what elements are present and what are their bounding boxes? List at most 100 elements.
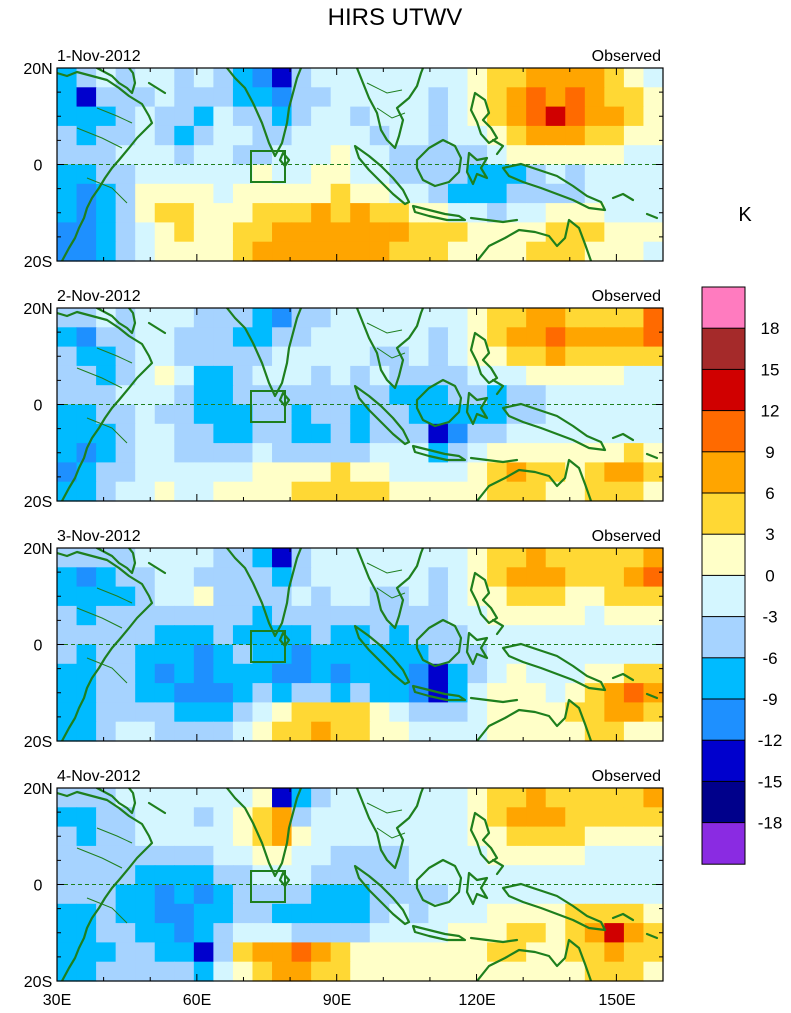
heat-cell xyxy=(428,68,449,88)
heat-cell xyxy=(604,404,625,425)
heat-cell xyxy=(447,567,469,588)
heat-cell xyxy=(193,68,214,88)
heat-cell xyxy=(213,903,234,924)
heat-cell xyxy=(213,865,234,886)
heat-cell xyxy=(604,548,625,568)
heat-cell xyxy=(311,327,332,348)
heat-cell xyxy=(174,203,195,223)
heat-cell xyxy=(643,404,664,425)
y-tick-label: 20S xyxy=(24,734,52,751)
heat-cell xyxy=(369,625,390,646)
heat-cell xyxy=(272,68,293,88)
heat-cell xyxy=(584,183,605,204)
heat-cell xyxy=(154,961,175,982)
heat-cell xyxy=(291,702,312,723)
colorbar-label: -15 xyxy=(758,772,783,791)
heat-cell xyxy=(350,481,371,502)
heat-cell xyxy=(174,923,195,943)
heat-cell xyxy=(311,145,332,166)
heat-cell xyxy=(447,68,469,88)
heat-cell xyxy=(369,125,390,146)
colorbar-swatch xyxy=(701,657,746,700)
heat-cell xyxy=(115,404,136,425)
heat-cell xyxy=(623,788,645,808)
heat-cell xyxy=(604,702,625,723)
heat-cell xyxy=(447,788,469,808)
heat-cell xyxy=(115,145,136,166)
heat-cell xyxy=(76,241,97,262)
heat-cell xyxy=(135,443,156,463)
heat-cell xyxy=(330,145,351,166)
heat-cell xyxy=(311,87,332,108)
heat-cell xyxy=(272,203,293,223)
heat-cell xyxy=(252,644,273,665)
heat-cell xyxy=(135,385,156,406)
heat-cell xyxy=(408,222,430,243)
heat-cell xyxy=(272,164,293,185)
heat-cell xyxy=(330,222,351,243)
heat-cell xyxy=(604,443,625,463)
map-panel: 20N 0 20S 2-Nov-2012 Observed xyxy=(23,288,664,511)
heat-cell xyxy=(76,845,97,866)
heat-cell xyxy=(291,106,312,127)
heat-cell xyxy=(428,961,449,982)
heat-cell xyxy=(604,845,625,866)
heat-cell xyxy=(506,903,527,924)
heat-cell xyxy=(213,222,234,243)
heat-cell xyxy=(369,241,390,262)
heat-cell xyxy=(272,683,293,703)
colorbar-swatch xyxy=(701,574,746,618)
heat-cell xyxy=(213,327,234,348)
heat-cell xyxy=(252,462,273,483)
heat-cell xyxy=(115,125,136,146)
heat-cell xyxy=(135,845,156,866)
heat-cell xyxy=(545,125,566,146)
heat-cell xyxy=(272,942,293,963)
heat-cell xyxy=(389,961,410,982)
heat-cell xyxy=(135,222,156,243)
heat-cell xyxy=(506,845,527,866)
heat-cell xyxy=(174,327,195,348)
heat-cell xyxy=(487,145,508,166)
heat-cell xyxy=(115,203,136,223)
heat-cell xyxy=(291,222,312,243)
heat-cell xyxy=(311,663,332,684)
heat-cell xyxy=(526,365,547,386)
heat-cell xyxy=(604,586,625,607)
heat-cell xyxy=(428,721,449,742)
chart-title: HIRS UTWV xyxy=(328,4,463,31)
heat-cell xyxy=(369,183,390,204)
heat-cell xyxy=(447,346,469,367)
heat-cell xyxy=(487,423,508,444)
heat-cell xyxy=(193,961,214,982)
heat-cell xyxy=(96,222,117,243)
heat-cell xyxy=(193,481,214,502)
heat-cell xyxy=(193,308,214,328)
heat-cell xyxy=(232,605,254,626)
heat-cell xyxy=(115,106,136,127)
heat-cell xyxy=(526,106,547,127)
heat-cell xyxy=(311,68,332,88)
heat-cell xyxy=(604,865,625,886)
heat-cell xyxy=(193,548,214,568)
heat-cell xyxy=(389,721,410,742)
heat-cell xyxy=(545,923,566,943)
heat-cell xyxy=(487,721,508,742)
heat-cell xyxy=(369,365,390,386)
heat-cell xyxy=(252,663,273,684)
y-tick-label: 20S xyxy=(24,254,52,271)
heat-cell xyxy=(623,826,645,847)
heat-cell xyxy=(623,567,645,588)
heat-cell xyxy=(174,702,195,723)
heat-cell xyxy=(643,663,664,684)
heat-cell xyxy=(506,567,527,588)
heat-cell xyxy=(252,625,273,646)
heat-cell xyxy=(643,145,664,166)
heat-cell xyxy=(350,663,371,684)
heat-cell xyxy=(584,826,605,847)
heat-cell xyxy=(350,203,371,223)
heat-cell xyxy=(467,865,488,886)
heat-cell xyxy=(174,567,195,588)
heat-cell xyxy=(369,586,390,607)
heat-cell xyxy=(232,443,254,463)
